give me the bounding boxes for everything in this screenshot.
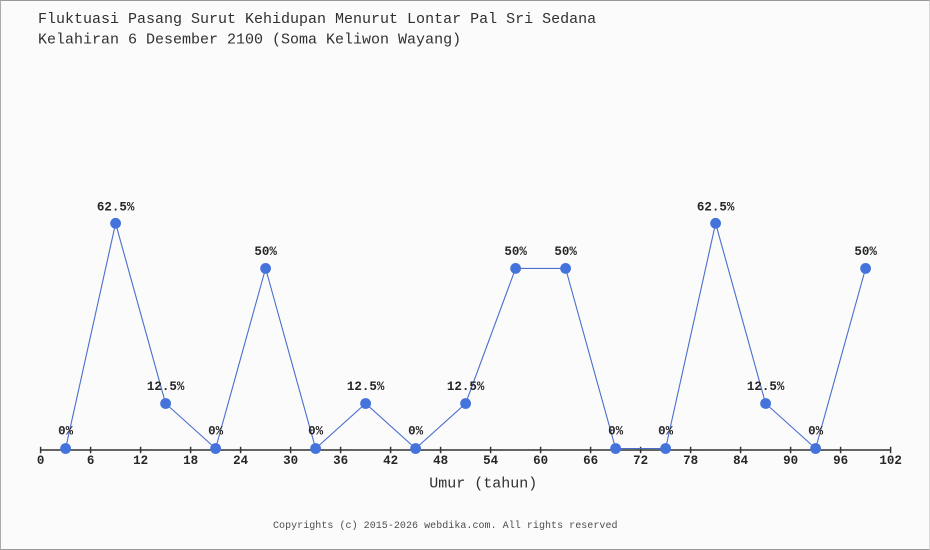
svg-text:50%: 50% [504,245,527,259]
svg-text:0%: 0% [208,424,224,438]
svg-text:0: 0 [37,454,45,468]
svg-text:Kelahiran 6 Desember 2100 (Som: Kelahiran 6 Desember 2100 (Soma Keliwon … [38,31,461,48]
svg-text:12.5%: 12.5% [147,380,185,394]
svg-text:12: 12 [133,454,148,468]
svg-text:0%: 0% [58,424,74,438]
svg-text:18: 18 [183,454,198,468]
svg-text:62.5%: 62.5% [97,200,135,214]
svg-text:66: 66 [583,454,598,468]
svg-text:24: 24 [233,454,249,468]
svg-text:72: 72 [633,454,648,468]
svg-text:102: 102 [879,454,902,468]
svg-text:12.5%: 12.5% [747,380,785,394]
svg-text:0%: 0% [408,424,424,438]
svg-text:90: 90 [783,454,798,468]
svg-text:62.5%: 62.5% [697,200,735,214]
svg-text:50%: 50% [254,245,277,259]
svg-text:Fluktuasi Pasang Surut Kehidup: Fluktuasi Pasang Surut Kehidupan Menurut… [38,11,596,28]
svg-text:60: 60 [533,454,548,468]
svg-text:6: 6 [87,454,95,468]
svg-text:48: 48 [433,454,448,468]
svg-text:50%: 50% [854,245,877,259]
svg-text:78: 78 [683,454,698,468]
svg-text:0%: 0% [808,424,824,438]
svg-text:0%: 0% [658,424,674,438]
svg-text:42: 42 [383,454,398,468]
svg-text:96: 96 [833,454,848,468]
svg-text:30: 30 [283,454,298,468]
svg-text:Umur (tahun): Umur (tahun) [429,475,537,492]
svg-text:84: 84 [733,454,749,468]
svg-text:0%: 0% [308,424,324,438]
svg-text:36: 36 [333,454,348,468]
svg-text:12.5%: 12.5% [447,380,485,394]
svg-text:54: 54 [483,454,499,468]
svg-text:Copyrights (c) 2015-2026 webdi: Copyrights (c) 2015-2026 webdika.com. Al… [273,520,618,532]
svg-text:12.5%: 12.5% [347,380,385,394]
svg-text:50%: 50% [554,245,577,259]
svg-text:0%: 0% [608,424,624,438]
